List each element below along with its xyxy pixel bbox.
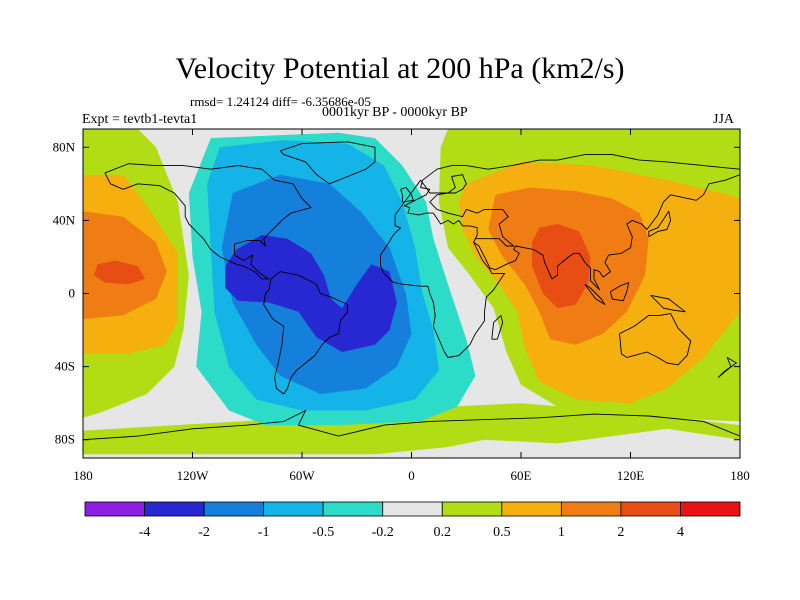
anomaly-region-12 xyxy=(225,235,397,352)
lat-tick-label: 40S xyxy=(55,359,75,374)
colorbar-label: -0.5 xyxy=(312,525,334,540)
coastline-greenland xyxy=(279,141,376,185)
lon-tick-label: 120E xyxy=(617,468,645,483)
coastline-great-britain xyxy=(400,187,414,203)
lon-tick-label: 60E xyxy=(511,468,532,483)
axis-ticks: 180 120W 60W 0 60E 120E 180 80N 40N 0 40S 80S xyxy=(53,129,750,483)
colorbar-label: 2 xyxy=(617,525,624,540)
lon-tick-label: 60W xyxy=(289,468,315,483)
lon-tick-label: 180 xyxy=(730,468,750,483)
colorbar-box xyxy=(501,501,562,517)
colorbar-box xyxy=(620,501,681,517)
lon-tick-label: 120W xyxy=(177,468,210,483)
colorbar-box xyxy=(144,501,205,517)
season-label: JJA xyxy=(713,112,735,127)
colorbar-box xyxy=(203,501,265,517)
colorbar-box xyxy=(84,501,145,517)
coastline-borneo xyxy=(609,282,630,302)
colorbar-box xyxy=(560,501,622,517)
coastline-australia xyxy=(619,313,692,366)
lon-tick-label: 0 xyxy=(408,468,415,483)
colorbar-label: -0.2 xyxy=(372,525,394,540)
lat-tick-label: 0 xyxy=(69,286,76,301)
coastline-antarctica xyxy=(83,410,740,441)
experiment-label: Expt = tevtb1-tevta1 xyxy=(82,112,198,127)
anomaly-region-3 xyxy=(94,260,146,285)
colorbar-label: 0.2 xyxy=(434,525,452,540)
anomaly-region-7 xyxy=(532,224,591,309)
lon-tick-label: 180 xyxy=(73,468,93,483)
rmsd-label: rmsd= 1.24124 diff= -6.35686e-05 xyxy=(190,94,371,109)
plot-title: Velocity Potential at 200 hPa (km2/s) xyxy=(175,52,625,85)
colorbar-box xyxy=(441,501,503,517)
colorbar-label: 1 xyxy=(558,525,565,540)
coastline-sumatra xyxy=(584,284,606,305)
colorbar-label: 0.5 xyxy=(493,525,511,540)
colorbar-box xyxy=(322,501,384,517)
coastline-eurasia-africa xyxy=(380,154,740,358)
lat-tick-label: 40N xyxy=(53,212,76,227)
coastline-madagascar xyxy=(491,314,504,340)
colorbar-box xyxy=(382,501,443,517)
colorbar-legend: -4 -2 -1 -0.5 -0.2 0.2 0.5 1 2 4 xyxy=(84,501,741,540)
period-label: 0001kyr BP - 0000kyr BP xyxy=(322,105,468,120)
colorbar-box xyxy=(680,501,741,517)
coastline-layer xyxy=(83,141,740,441)
colorbar-label: 4 xyxy=(677,525,684,540)
coastline-south-america xyxy=(263,271,349,395)
coastline-north-america xyxy=(104,163,312,280)
lat-tick-label: 80S xyxy=(55,432,75,447)
coastline-new-guinea xyxy=(650,294,686,313)
lat-tick-label: 80N xyxy=(53,139,76,154)
anomaly-region-8 xyxy=(83,403,740,455)
coastline-new-zealand xyxy=(717,357,737,378)
colorbar-label: -1 xyxy=(258,525,270,540)
colorbar-box xyxy=(263,501,324,517)
coastline-japan xyxy=(648,210,672,238)
colorbar-label: -2 xyxy=(198,525,210,540)
colorbar-label: -4 xyxy=(139,525,151,540)
